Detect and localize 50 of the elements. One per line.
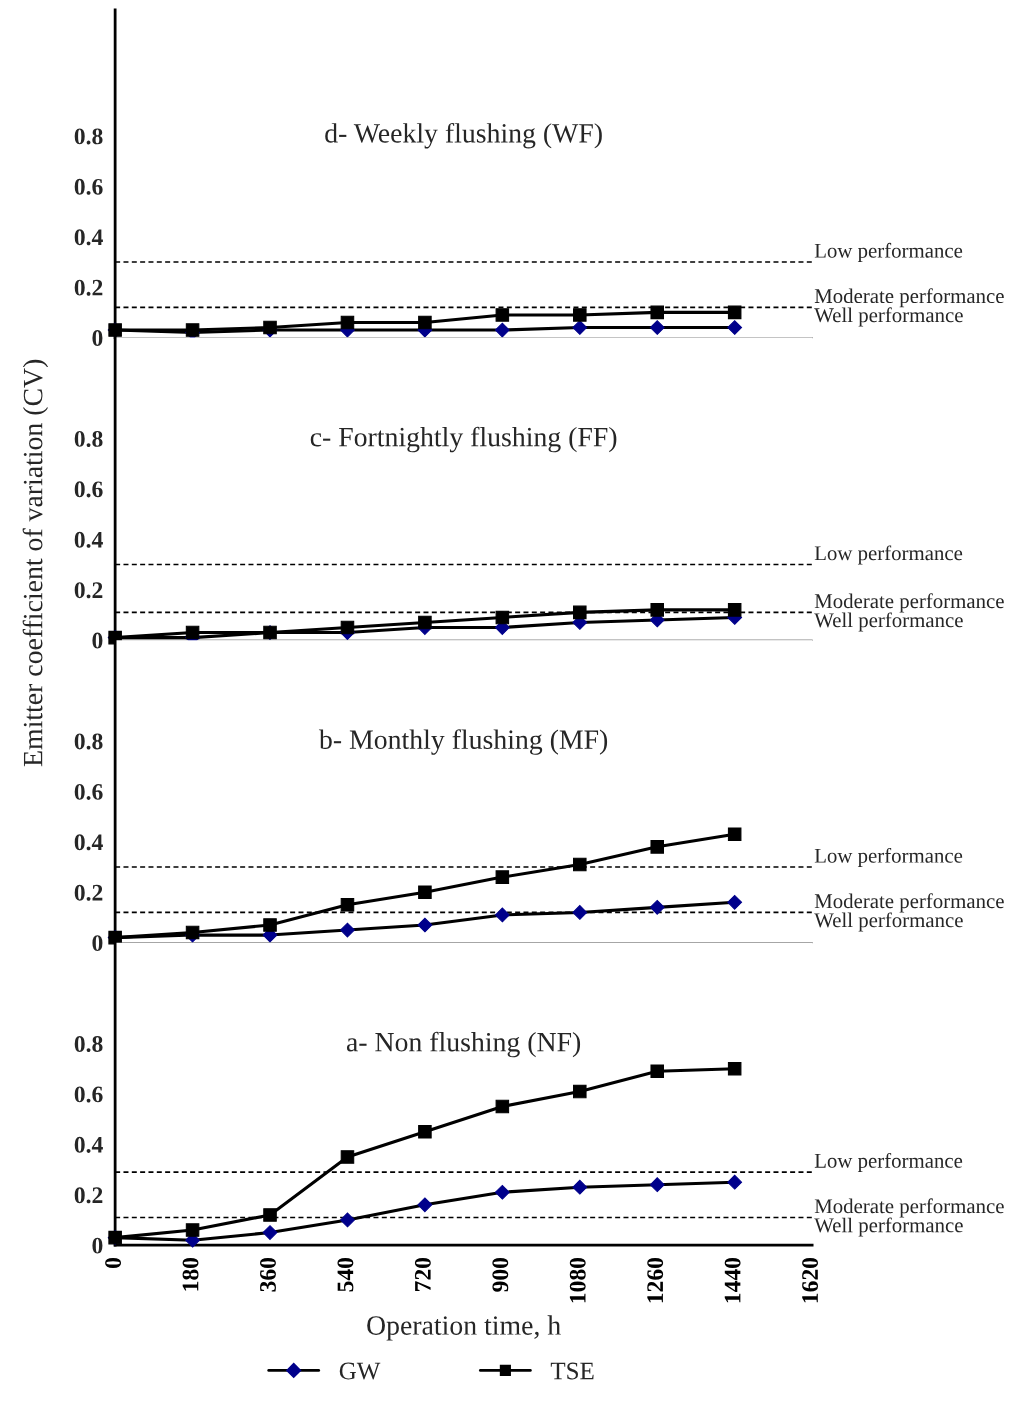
y-tick-label: 0.2 <box>74 884 103 901</box>
x-tick-label: 1440 <box>724 1257 741 1303</box>
ref-line-label: Low performance <box>814 242 963 262</box>
ref-line-label: Moderate performance <box>814 1198 1004 1218</box>
y-tick-label: 0 <box>92 632 103 649</box>
ref-line-label: Moderate performance <box>814 593 1004 613</box>
x-tick-label: 720 <box>414 1257 431 1292</box>
ref-line-label: Low performance <box>814 545 963 565</box>
x-tick-label: 540 <box>337 1257 354 1292</box>
x-tick-label: 360 <box>260 1257 276 1292</box>
legend-label: TSE <box>550 1362 594 1380</box>
ref-line-label: Low performance <box>814 847 963 868</box>
ref-line-label: Moderate performance <box>814 288 1004 308</box>
y-axis-title: Emitter coefficient of variation (CV) <box>22 359 49 767</box>
y-tick-label: 0.4 <box>74 1136 103 1153</box>
y-tick-label: 0.8 <box>74 430 103 447</box>
x-tick-label: 0 <box>105 1257 122 1268</box>
y-tick-label: 0.2 <box>74 582 103 599</box>
y-tick-label: 0.6 <box>74 1086 103 1103</box>
y-tick-label: 0.8 <box>74 128 103 145</box>
y-tick-label: 0 <box>92 330 103 347</box>
ref-line-label: Low performance <box>814 1152 963 1173</box>
y-tick-label: 0.4 <box>74 531 103 548</box>
x-tick-label: 1620 <box>802 1257 819 1303</box>
text: b- Monthly flushing (MF) <box>318 729 608 755</box>
x-axis-title: Operation time, h <box>367 1315 561 1341</box>
y-tick-label: 0.8 <box>74 1036 103 1053</box>
y-tick-label: 0 <box>92 935 103 952</box>
y-tick-label: 0.2 <box>74 1187 103 1204</box>
y-tick-label: 0 <box>92 1237 103 1254</box>
x-tick-label: 180 <box>182 1257 199 1291</box>
text: Well performance <box>814 912 963 932</box>
x-tick-label: 900 <box>492 1257 509 1292</box>
text: a- Non flushing (NF) <box>346 1031 581 1058</box>
legend-label: GW <box>339 1362 381 1380</box>
y-tick-label: 0.4 <box>74 229 103 246</box>
text: d- Weekly flushing (WF) <box>325 122 602 149</box>
y-tick-label: 0.2 <box>74 279 103 296</box>
x-tick-label: 1260 <box>647 1257 664 1303</box>
text: c- Fortnightly flushing (FF) <box>310 426 617 453</box>
text: Well performance <box>814 612 963 632</box>
x-tick-label: 1080 <box>569 1257 586 1303</box>
text: Well performance <box>814 307 963 327</box>
y-tick-label: 0.6 <box>74 481 103 498</box>
text: Well performance <box>814 1217 963 1237</box>
y-tick-label: 0.6 <box>74 783 103 800</box>
y-tick-label: 0.8 <box>74 733 103 750</box>
y-tick-label: 0.6 <box>74 178 103 195</box>
ref-line-label: Moderate performance <box>814 893 1004 913</box>
y-tick-label: 0.4 <box>74 834 103 851</box>
